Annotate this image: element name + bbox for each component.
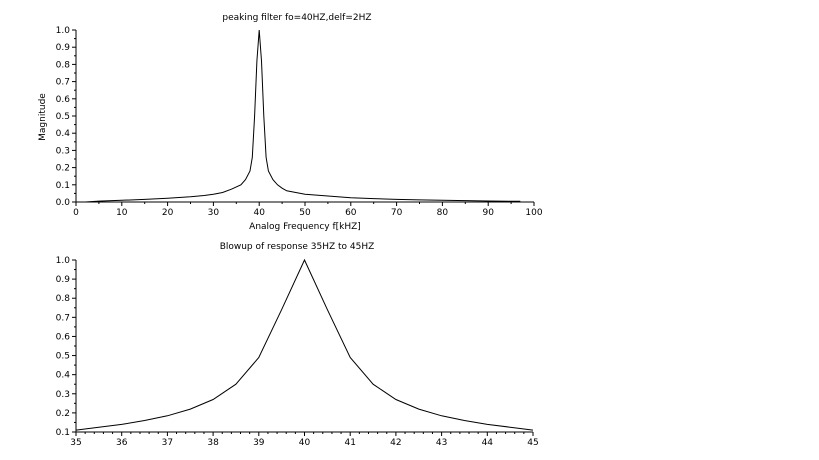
x-tick-label: 36 <box>116 438 128 448</box>
y-tick-label: 0.8 <box>56 294 71 304</box>
x-tick-label: 44 <box>482 438 494 448</box>
y-tick-label: 0.3 <box>56 146 70 156</box>
x-axis-label: Analog Frequency f[kHZ] <box>249 222 361 232</box>
y-tick-label: 0.0 <box>56 198 71 208</box>
magnitude-series-line <box>75 258 534 431</box>
y-tick-label: 1.0 <box>56 26 71 36</box>
x-tick-label: 40 <box>253 208 265 218</box>
y-tick-label: 0.2 <box>56 164 70 174</box>
y-tick-label: 0.7 <box>56 313 70 323</box>
y-tick-label: 1.0 <box>56 256 71 266</box>
y-tick-label: 0.5 <box>56 112 70 122</box>
y-axis-label: Magnitude <box>38 93 48 141</box>
y-tick-label: 0.6 <box>56 332 71 342</box>
magnitude-series-line <box>85 29 521 203</box>
x-tick-label: 80 <box>437 208 449 218</box>
x-tick-label: 37 <box>162 438 173 448</box>
chart-title: peaking filter fo=40HZ,delf=2HZ <box>222 13 371 23</box>
y-tick-label: 0.1 <box>56 181 70 191</box>
blowup-chart: Blowup of response 35HZ to 45HZ 35 36 37 38… <box>56 242 539 448</box>
y-tick-label: 0.9 <box>56 275 71 285</box>
x-tick-label: 38 <box>207 438 219 448</box>
x-tick-label: 42 <box>390 438 401 448</box>
y-tick-label: 0.9 <box>56 43 71 53</box>
x-tick-label: 43 <box>436 438 447 448</box>
x-tick-label: 50 <box>299 208 311 218</box>
x-tick-label: 35 <box>70 438 81 448</box>
x-tick-label: 40 <box>299 438 311 448</box>
x-tick-label: 10 <box>116 208 128 218</box>
plot-area: 35 36 37 38 39 40 41 42 43 44 45 0.1 0.2 0.3 0.4 0.5 0.6… <box>56 256 539 448</box>
x-tick-label: 30 <box>208 208 220 218</box>
x-tick-label: 0 <box>73 208 79 218</box>
x-tick-label: 41 <box>344 438 355 448</box>
x-tick-label: 100 <box>525 208 542 218</box>
y-tick-label: 0.4 <box>56 371 71 381</box>
x-tick-label: 70 <box>391 208 403 218</box>
x-tick-label: 39 <box>253 438 265 448</box>
y-tick-label: 0.4 <box>56 129 71 139</box>
y-tick-label: 0.1 <box>56 428 70 438</box>
y-tick-label: 0.6 <box>56 95 71 105</box>
x-tick-label: 20 <box>162 208 174 218</box>
y-tick-label: 0.5 <box>56 352 70 362</box>
y-tick-label: 0.3 <box>56 390 70 400</box>
y-tick-label: 0.2 <box>56 409 70 419</box>
y-tick-label: 0.7 <box>56 78 70 88</box>
x-tick-label: 90 <box>482 208 494 218</box>
chart-title: Blowup of response 35HZ to 45HZ <box>220 242 375 252</box>
y-tick-label: 0.8 <box>56 60 71 70</box>
x-tick-label: 45 <box>527 438 538 448</box>
x-tick-label: 60 <box>345 208 357 218</box>
peaking-filter-chart: peaking filter fo=40HZ,delf=2HZ Magnitud… <box>38 13 543 232</box>
plot-area: 0 10 20 30 40 50 60 70 80 90 100 0.0 0.1 0.2 0.3 0.4 0.5… <box>56 26 543 218</box>
